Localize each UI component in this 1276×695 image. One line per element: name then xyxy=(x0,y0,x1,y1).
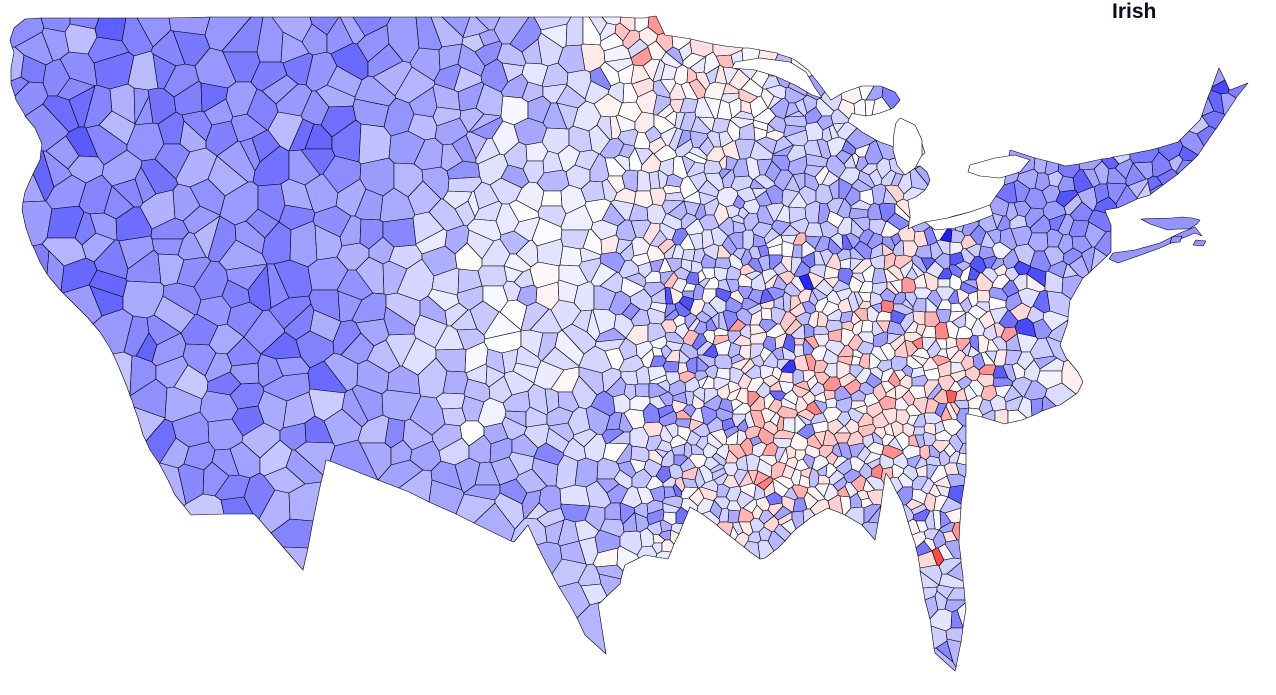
svg-text:Irish: Irish xyxy=(1112,0,1156,23)
